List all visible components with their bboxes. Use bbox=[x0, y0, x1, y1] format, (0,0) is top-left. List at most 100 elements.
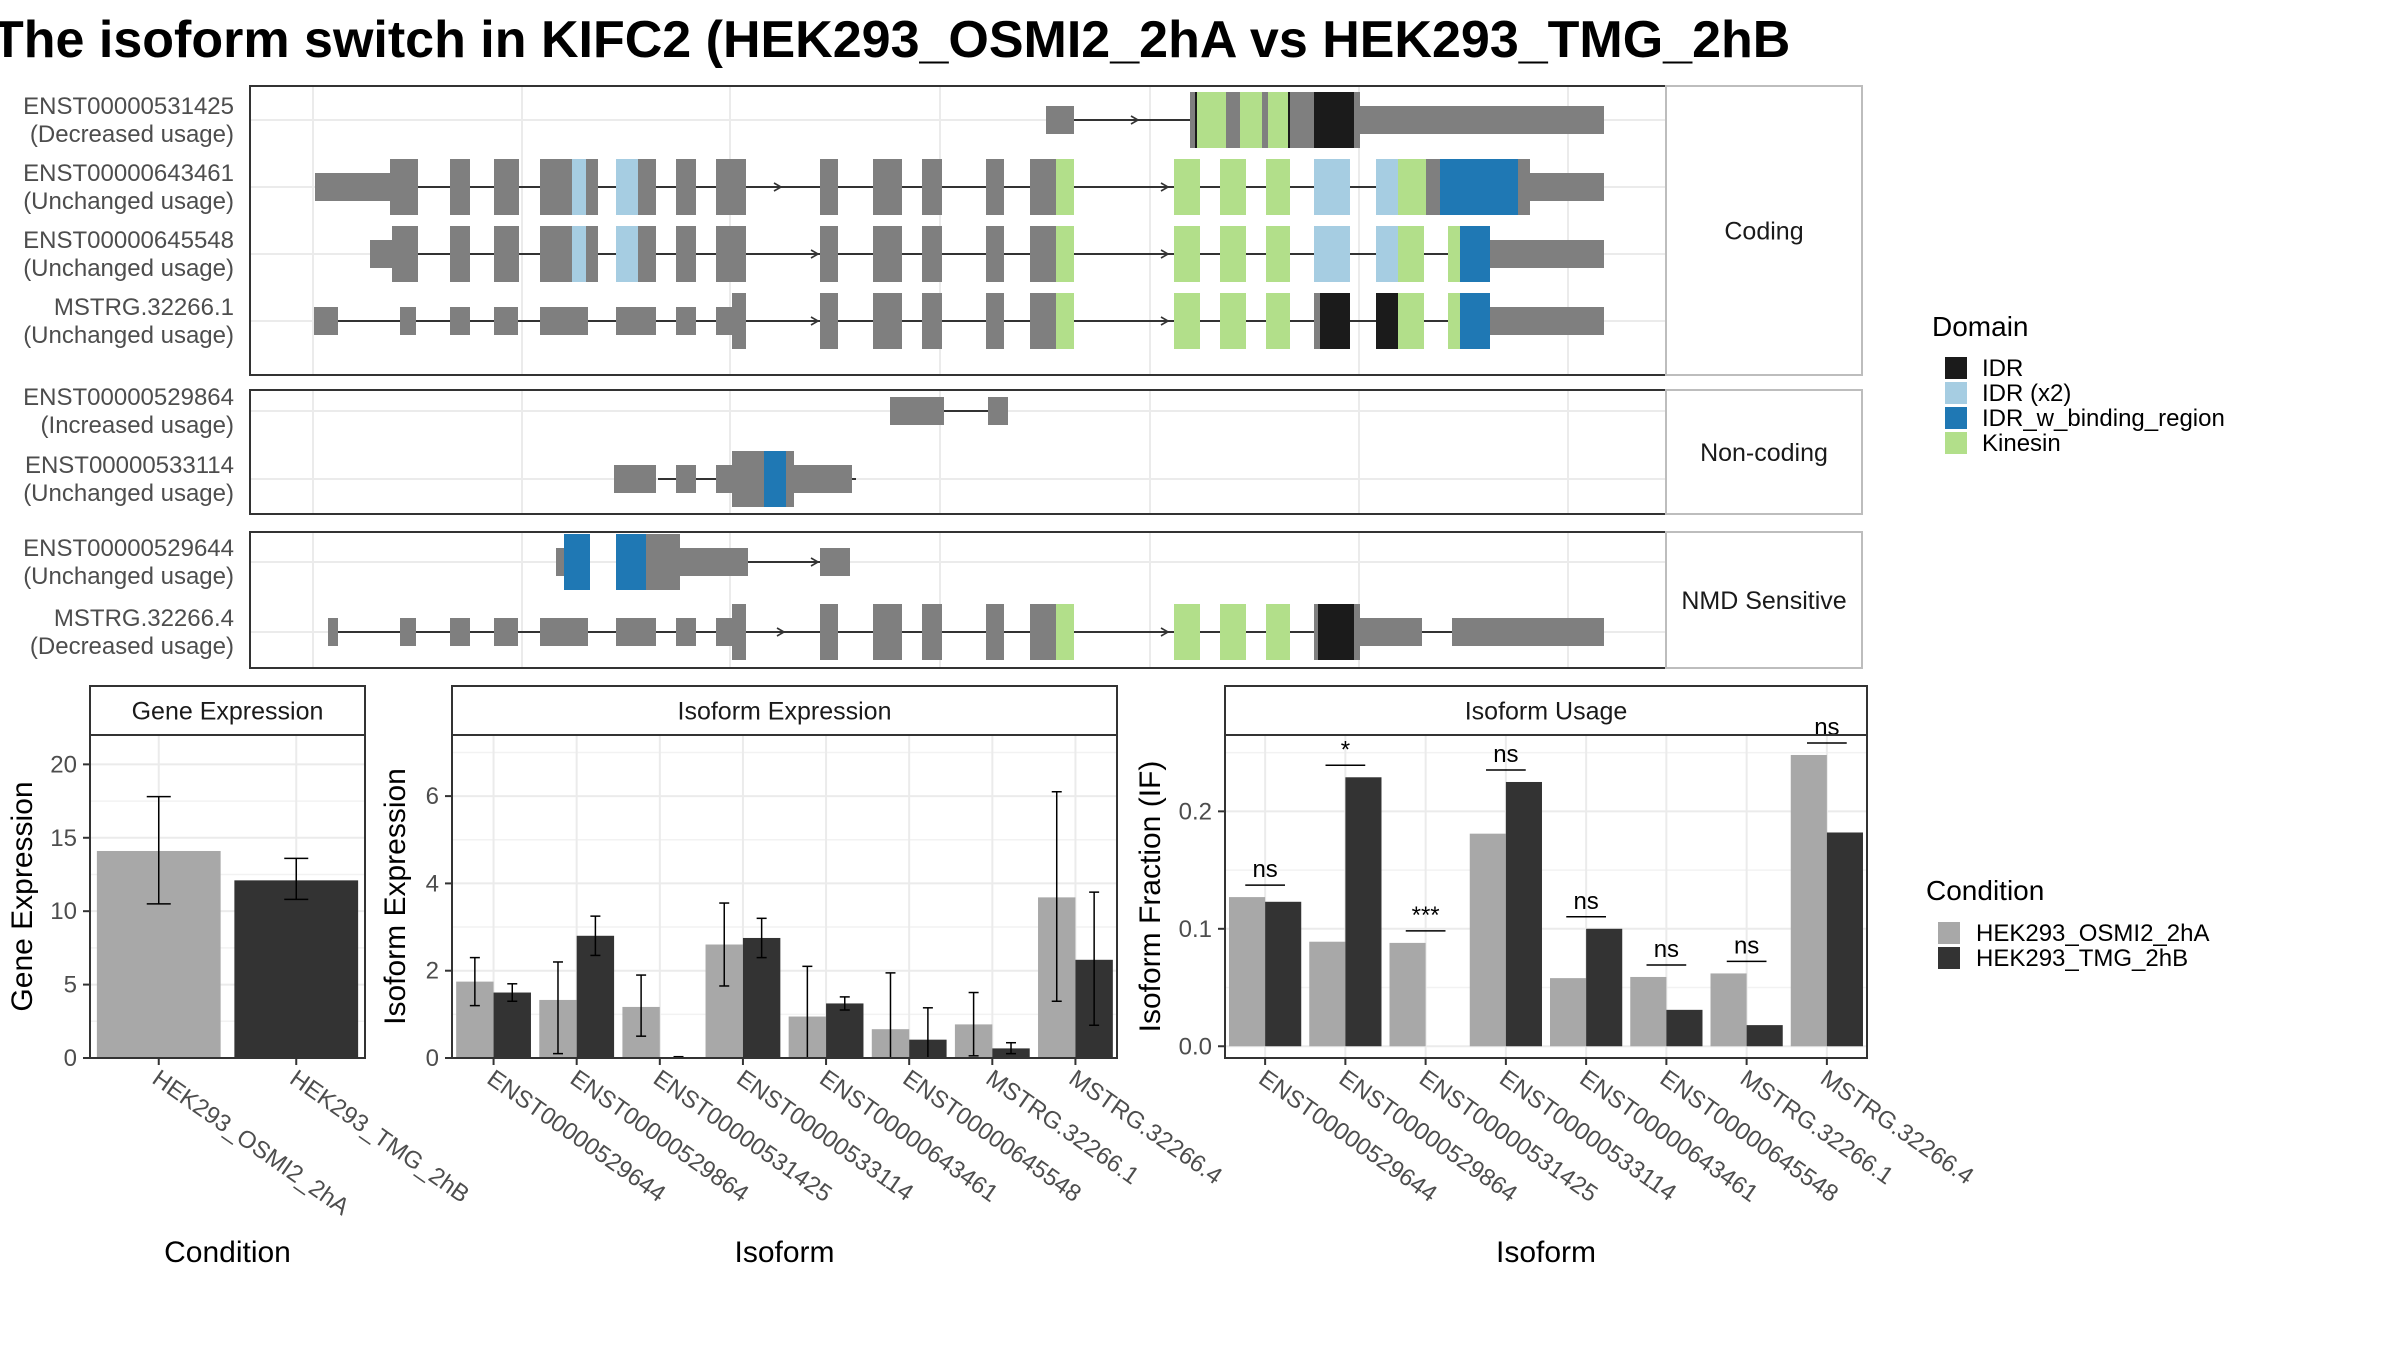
y-axis-title: Gene Expression bbox=[6, 781, 39, 1011]
domain-segment bbox=[616, 159, 638, 215]
exon-block bbox=[986, 226, 1004, 282]
domain-segment bbox=[1376, 159, 1398, 215]
domain-legend-label: IDR (x2) bbox=[1982, 380, 2071, 407]
intron-arrow bbox=[810, 316, 820, 326]
exon-block bbox=[716, 307, 732, 335]
exon-block bbox=[616, 307, 656, 335]
transcript-id-label: MSTRG.32266.1 bbox=[54, 294, 234, 321]
exon-block bbox=[1314, 604, 1318, 660]
exon-block bbox=[922, 604, 942, 660]
exon-block bbox=[716, 159, 746, 215]
exon-block bbox=[732, 604, 746, 660]
exon-block bbox=[1288, 92, 1314, 148]
domain-segment bbox=[564, 534, 590, 590]
domain-segment bbox=[1314, 226, 1350, 282]
condition-legend-title: Condition bbox=[1926, 875, 2044, 906]
exon-block bbox=[922, 226, 942, 282]
bar bbox=[1469, 833, 1506, 1047]
exon-block bbox=[400, 618, 416, 646]
domain-segment bbox=[1174, 159, 1200, 215]
domain-legend-key bbox=[1945, 382, 1967, 404]
exon-block bbox=[638, 226, 656, 282]
transcript-id-label: ENST00000645548 bbox=[23, 227, 234, 254]
bar bbox=[1309, 941, 1346, 1047]
bar bbox=[1265, 901, 1302, 1047]
chart-border bbox=[89, 734, 366, 1059]
exon-block bbox=[890, 397, 944, 425]
significance-label: *** bbox=[1412, 902, 1440, 929]
domain-legend-key bbox=[1945, 432, 1967, 454]
exon-block bbox=[450, 307, 470, 335]
domain-segment bbox=[1056, 293, 1074, 349]
domain-legend-title: Domain bbox=[1932, 311, 2028, 342]
intron-arrow bbox=[1160, 182, 1170, 192]
bar bbox=[826, 1003, 864, 1058]
exon-block bbox=[1354, 604, 1360, 660]
transcript-usage-label: (Unchanged usage) bbox=[23, 322, 234, 349]
domain-segment bbox=[764, 451, 786, 507]
figure-title: The isoform switch in KIFC2 (HEK293_OSMI… bbox=[0, 11, 1790, 69]
structure-facet-bg bbox=[250, 390, 1666, 514]
chart-strip bbox=[89, 685, 366, 736]
domain-segment bbox=[1240, 92, 1262, 148]
facet-strip-label: Coding bbox=[1724, 218, 1803, 246]
domain-segment bbox=[1056, 159, 1074, 215]
bar bbox=[1389, 942, 1426, 1047]
exon-block bbox=[638, 159, 656, 215]
intron-arrow bbox=[1160, 316, 1170, 326]
structure-facet-bg bbox=[250, 532, 1666, 668]
exon-block bbox=[820, 293, 838, 349]
domain-segment bbox=[1174, 604, 1200, 660]
exon-block bbox=[786, 451, 794, 507]
y-tick-label: 0 bbox=[426, 1045, 439, 1072]
significance-label: ns bbox=[1252, 856, 1277, 883]
exon-block bbox=[450, 618, 470, 646]
exon-block bbox=[646, 534, 680, 590]
bar bbox=[1826, 832, 1863, 1047]
domain-segment bbox=[616, 534, 646, 590]
facet-strip-label: Non-coding bbox=[1700, 439, 1828, 467]
exon-block bbox=[873, 604, 902, 660]
condition-legend-label: HEK293_OSMI2_2hA bbox=[1976, 920, 2209, 947]
y-tick-label: 6 bbox=[426, 783, 439, 810]
y-tick-label: 0.0 bbox=[1179, 1033, 1212, 1060]
domain-segment bbox=[1398, 293, 1424, 349]
domain-legend-key bbox=[1945, 357, 1967, 379]
x-axis-title: Isoform bbox=[1496, 1236, 1596, 1269]
transcript-usage-label: (Unchanged usage) bbox=[23, 563, 234, 590]
exon-block bbox=[820, 226, 838, 282]
exon-block bbox=[400, 307, 416, 335]
y-tick-label: 0 bbox=[64, 1045, 77, 1072]
exon-block bbox=[494, 159, 519, 215]
exon-block bbox=[586, 226, 598, 282]
domain-legend-key bbox=[1945, 407, 1967, 429]
domain-segment bbox=[1398, 159, 1426, 215]
significance-label: ns bbox=[1573, 888, 1598, 915]
y-tick-label: 0.1 bbox=[1179, 916, 1212, 943]
y-tick-label: 0.2 bbox=[1179, 798, 1212, 825]
chart-strip bbox=[1224, 685, 1868, 736]
domain-segment bbox=[1196, 92, 1226, 148]
exon-block bbox=[1262, 92, 1268, 148]
exon-block bbox=[494, 307, 518, 335]
exon-block bbox=[1190, 92, 1196, 148]
condition-legend-key bbox=[1938, 947, 1960, 969]
exon-block bbox=[540, 307, 588, 335]
y-tick-label: 5 bbox=[64, 972, 77, 999]
exon-block bbox=[1360, 106, 1604, 134]
significance-label: ns bbox=[1814, 714, 1839, 741]
domain-segment bbox=[1314, 92, 1354, 148]
exon-block bbox=[922, 159, 942, 215]
exon-block bbox=[494, 618, 518, 646]
domain-segment bbox=[1266, 226, 1290, 282]
transcript-id-label: ENST00000529644 bbox=[23, 535, 234, 562]
facet-strip-label: NMD Sensitive bbox=[1681, 587, 1846, 615]
domain-segment bbox=[1220, 604, 1246, 660]
intron-arrow bbox=[1130, 115, 1140, 125]
bar bbox=[1630, 976, 1667, 1047]
domain-segment bbox=[1220, 293, 1246, 349]
chart-title: Gene Expression bbox=[132, 698, 324, 726]
exon-block bbox=[1314, 293, 1320, 349]
exon-block bbox=[732, 293, 746, 349]
